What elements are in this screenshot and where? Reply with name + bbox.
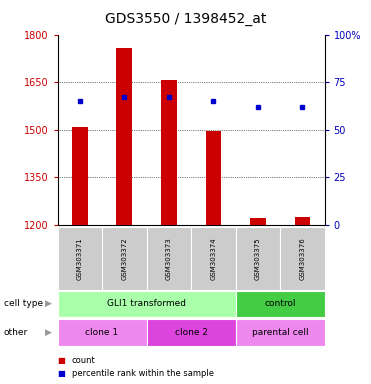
Bar <box>280 227 325 290</box>
Text: GSM303375: GSM303375 <box>255 237 261 280</box>
Text: ▶: ▶ <box>45 328 52 337</box>
Bar <box>147 319 236 346</box>
Text: GLI1 transformed: GLI1 transformed <box>107 299 186 308</box>
Text: clone 2: clone 2 <box>175 328 207 337</box>
Text: GDS3550 / 1398452_at: GDS3550 / 1398452_at <box>105 12 266 25</box>
Bar <box>116 48 132 225</box>
Bar <box>58 319 147 346</box>
Bar <box>161 81 177 225</box>
Bar <box>58 227 102 290</box>
Bar <box>147 227 191 290</box>
Text: count: count <box>72 356 95 365</box>
Text: GSM303371: GSM303371 <box>77 237 83 280</box>
Text: percentile rank within the sample: percentile rank within the sample <box>72 369 214 378</box>
Bar <box>72 127 88 225</box>
Bar <box>250 218 266 225</box>
Text: ■: ■ <box>58 356 65 365</box>
Text: GSM303372: GSM303372 <box>121 237 127 280</box>
Bar <box>102 227 147 290</box>
Text: ▶: ▶ <box>45 299 52 308</box>
Bar <box>236 319 325 346</box>
Text: GSM303373: GSM303373 <box>166 237 172 280</box>
Text: cell type: cell type <box>4 299 43 308</box>
Bar <box>236 291 325 317</box>
Text: clone 1: clone 1 <box>85 328 119 337</box>
Text: GSM303374: GSM303374 <box>210 237 216 280</box>
Bar <box>206 131 221 225</box>
Bar <box>58 291 236 317</box>
Bar <box>236 227 280 290</box>
Text: parental cell: parental cell <box>252 328 308 337</box>
Bar <box>191 227 236 290</box>
Text: other: other <box>4 328 28 337</box>
Text: control: control <box>265 299 296 308</box>
Text: ■: ■ <box>58 369 65 378</box>
Text: GSM303376: GSM303376 <box>299 237 305 280</box>
Bar <box>295 217 310 225</box>
